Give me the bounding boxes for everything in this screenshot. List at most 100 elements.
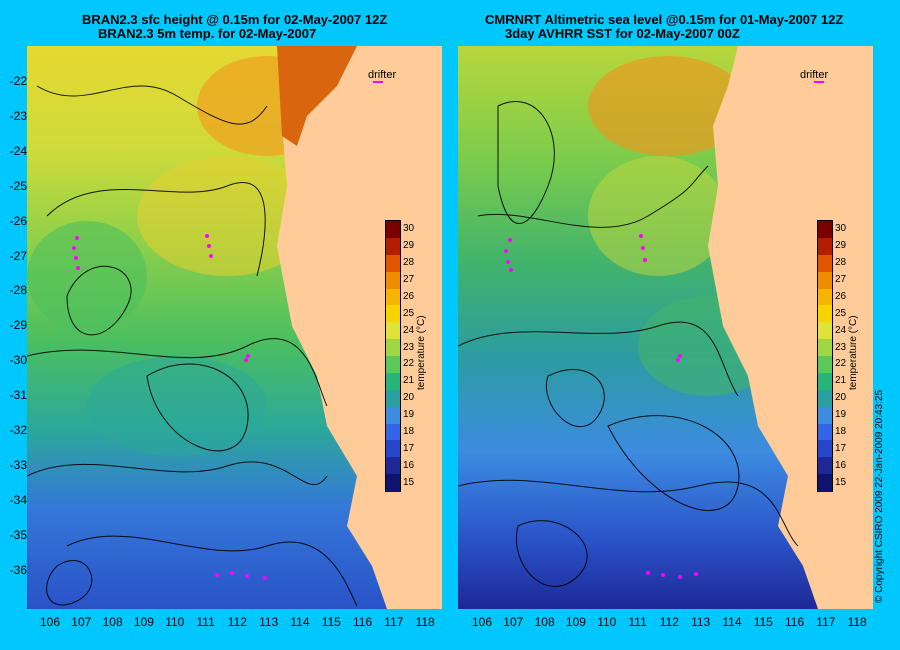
colorbar-tick-label: 27: [403, 274, 415, 286]
colorbar-swatch: [386, 221, 400, 239]
colorbar-tick-label: 15: [835, 476, 847, 488]
x-tick-label: 112: [227, 615, 247, 629]
left-title-line2: BRAN2.3 5m temp. for 02-May-2007: [98, 26, 317, 41]
x-tick-label: 106: [40, 615, 61, 629]
colorbar-tick-label: 25: [835, 307, 847, 319]
colorbar-tick-label: 28: [835, 257, 847, 269]
y-tick-label: -27: [9, 248, 27, 263]
colorbar-swatch: [818, 339, 832, 357]
colorbar-swatch: [818, 457, 832, 475]
colorbar-swatch: [818, 474, 832, 492]
colorbar-swatches: [386, 221, 400, 492]
right-map-panel: [458, 46, 873, 609]
right-title-line2: 3day AVHRR SST for 02-May-2007 00Z: [505, 26, 740, 41]
colorbar-swatch: [818, 406, 832, 424]
x-tick-label: 114: [722, 615, 742, 629]
colorbar-tick-label: 24: [403, 324, 415, 336]
x-tick-label: 108: [102, 615, 123, 629]
x-tick-label: 111: [628, 615, 647, 629]
colorbar-swatch: [818, 288, 832, 306]
colorbar-swatch: [818, 423, 832, 441]
x-tick-label: 111: [196, 615, 215, 629]
left-map-panel: [27, 46, 442, 609]
colorbar-tick-label: 19: [835, 409, 847, 421]
right-colorbar: [817, 220, 833, 492]
y-tick-label: -30: [9, 353, 27, 368]
colorbar-tick-label: 20: [835, 392, 847, 404]
colorbar-tick-label: 25: [403, 307, 415, 319]
y-tick-label: -33: [9, 457, 27, 472]
colorbar-swatches: [818, 221, 832, 492]
y-tick-label: -31: [9, 388, 27, 403]
x-tick-label: 110: [597, 615, 617, 629]
colorbar-tick-label: 22: [403, 358, 415, 370]
y-tick-label: -35: [9, 527, 27, 542]
colorbar-swatch: [818, 356, 832, 374]
colorbar-swatch: [386, 423, 400, 441]
colorbar-swatch: [386, 440, 400, 458]
x-tick-label: 113: [259, 615, 279, 629]
x-tick-label: 109: [565, 615, 586, 629]
colorbar-tick-label: 16: [403, 459, 415, 471]
y-tick-label: -36: [9, 562, 27, 577]
x-tick-label: 118: [847, 615, 867, 629]
colorbar-tick-label: 17: [403, 442, 415, 454]
x-tick-label: 114: [290, 615, 310, 629]
colorbar-swatch: [818, 389, 832, 408]
colorbar-swatch: [818, 237, 832, 256]
colorbar-swatch: [386, 254, 400, 273]
colorbar-swatch: [386, 339, 400, 357]
colorbar-swatch: [386, 356, 400, 374]
colorbar-swatch: [818, 322, 832, 340]
left-colorbar: [385, 220, 401, 492]
x-tick-label: 109: [133, 615, 154, 629]
left-colorbar-title: temperature (°C): [416, 315, 427, 390]
colorbar-tick-label: 27: [835, 274, 847, 286]
y-tick-label: -29: [9, 318, 27, 333]
x-tick-label: 108: [534, 615, 555, 629]
colorbar-tick-label: 16: [835, 459, 847, 471]
right-drifter-tracks: [504, 234, 698, 579]
colorbar-tick-label: 21: [835, 375, 847, 387]
colorbar-tick-label: 18: [835, 425, 847, 437]
y-tick-label: -22: [9, 74, 27, 88]
colorbar-tick-label: 22: [835, 358, 847, 370]
colorbar-swatch: [386, 372, 400, 391]
colorbar-tick-label: 24: [835, 324, 847, 336]
colorbar-tick-label: 23: [835, 341, 847, 353]
colorbar-swatch: [818, 254, 832, 273]
x-tick-label: 118: [415, 615, 435, 629]
x-tick-label: 116: [353, 615, 373, 629]
y-tick-label: -23: [9, 108, 27, 123]
x-tick-label: 113: [691, 615, 711, 629]
colorbar-tick-label: 19: [403, 409, 415, 421]
y-tick-label: -26: [9, 213, 27, 228]
left-drifter-tracks: [72, 234, 267, 580]
left-drifter-label: drifter: [368, 69, 397, 81]
colorbar-swatch: [386, 322, 400, 340]
x-tick-label: 115: [321, 615, 341, 629]
x-tick-label: 117: [384, 615, 404, 629]
colorbar-tick-label: 30: [403, 223, 415, 235]
x-tick-label: 115: [753, 615, 773, 629]
y-tick-label: -32: [9, 423, 27, 437]
colorbar-swatch: [386, 406, 400, 424]
x-tick-label: 117: [816, 615, 836, 629]
colorbar-tick-label: 20: [403, 392, 415, 404]
colorbar-swatch: [386, 474, 400, 492]
colorbar-swatch: [818, 271, 832, 289]
colorbar-tick-label: 26: [403, 290, 415, 302]
right-colorbar-title: temperature (°C): [848, 315, 859, 390]
colorbar-tick-label: 18: [403, 425, 415, 437]
colorbar-tick-label: 28: [403, 257, 415, 269]
colorbar-tick-label: 29: [835, 240, 847, 252]
colorbar-swatch: [818, 440, 832, 458]
colorbar-swatch: [386, 457, 400, 475]
colorbar-swatch: [386, 237, 400, 256]
copyright-text: © Copyright CSIRO 2009 22-Jan-2009 20:43…: [874, 389, 885, 603]
x-tick-label: 116: [785, 615, 805, 629]
colorbar-swatch: [818, 221, 832, 239]
y-tick-label: -28: [9, 283, 27, 298]
right-sst-map: [458, 46, 873, 609]
colorbar-swatch: [818, 372, 832, 391]
